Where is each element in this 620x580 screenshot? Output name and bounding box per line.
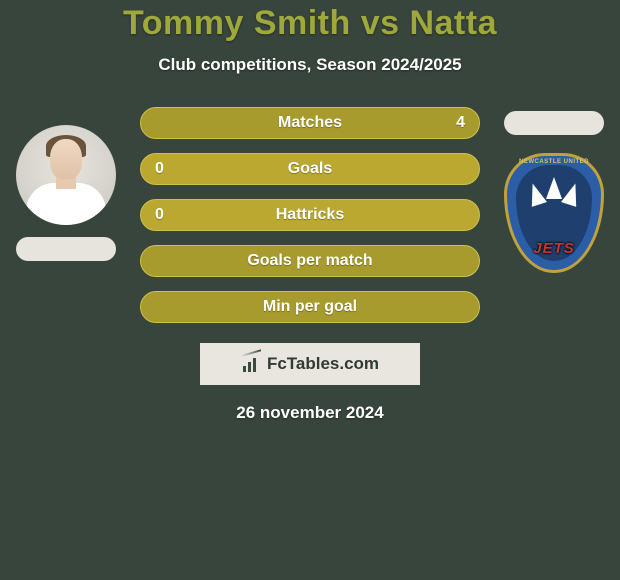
date-text: 26 november 2024 [0,403,620,423]
stat-label: Matches [141,114,479,132]
page-title: Tommy Smith vs Natta [0,4,620,43]
branding-box: FcTables.com [200,343,420,385]
main-row: Matches4 0Goals 0Hattricks Goals per match M… [0,103,620,323]
chart-icon [241,356,261,372]
subtitle: Club competitions, Season 2024/2025 [0,55,620,75]
stats-list: Matches4 0Goals 0Hattricks Goals per match M… [140,107,480,323]
player-right-badge: NEWCASTLE UNITED JETS [504,153,604,273]
stat-row: 0Goals [140,153,480,185]
jet-icon [546,177,562,199]
right-side: NEWCASTLE UNITED JETS [504,111,604,273]
stat-right-value: 4 [456,114,465,132]
stat-row: Min per goal [140,291,480,323]
stat-row: 0Hattricks [140,199,480,231]
comparison-card: Tommy Smith vs Natta Club competitions, … [0,0,620,423]
stat-row: Goals per match [140,245,480,277]
player-left-club-pill [16,237,116,261]
player-right-club-pill [504,111,604,135]
stat-label: Goals [141,160,479,178]
badge-top-text: NEWCASTLE UNITED [504,159,604,165]
stat-label: Min per goal [141,298,479,316]
stat-label: Hattricks [141,206,479,224]
player-left-avatar [16,125,116,225]
left-side [16,103,116,261]
brand-text: FcTables.com [267,354,379,374]
stat-row: Matches4 [140,107,480,139]
stat-label: Goals per match [141,252,479,270]
badge-bottom-text: JETS [504,240,604,257]
